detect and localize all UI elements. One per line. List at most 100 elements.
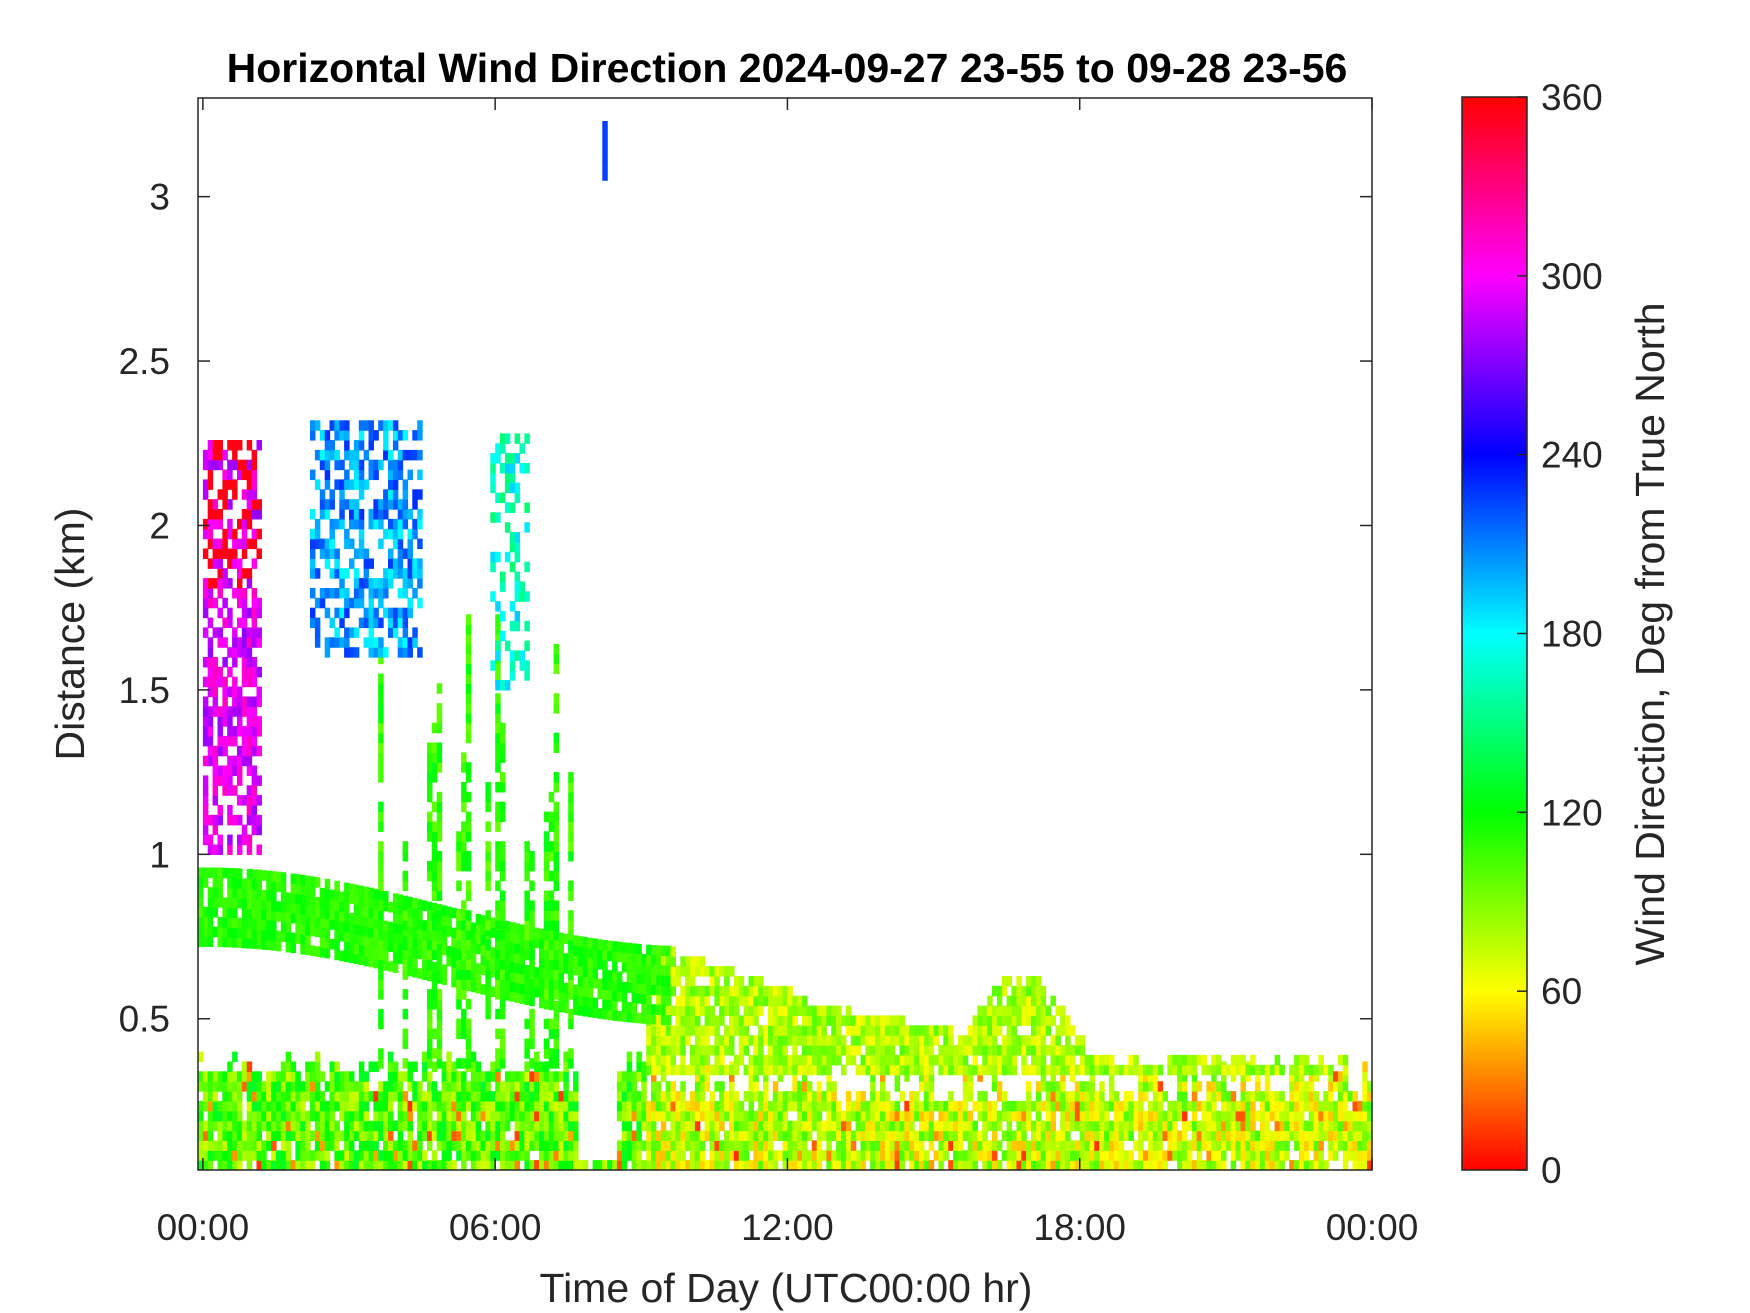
heatmap-cell bbox=[573, 1100, 579, 1112]
heatmap-cell bbox=[271, 1071, 277, 1082]
heatmap-cell bbox=[314, 1120, 321, 1132]
heatmap-cell bbox=[363, 1091, 370, 1102]
heatmap-cell bbox=[685, 1015, 691, 1026]
heatmap-cell bbox=[1269, 1130, 1276, 1141]
heatmap-cell bbox=[300, 1130, 306, 1141]
heatmap-cell bbox=[534, 1071, 540, 1082]
heatmap-cell bbox=[665, 965, 672, 976]
heatmap-cell bbox=[792, 1064, 798, 1076]
heatmap-cell bbox=[553, 939, 560, 951]
heatmap-cell bbox=[222, 479, 228, 490]
heatmap-cell bbox=[699, 1091, 706, 1102]
heatmap-cell bbox=[772, 1100, 779, 1112]
heatmap-cell bbox=[495, 634, 501, 645]
heatmap-cell bbox=[1313, 1160, 1319, 1171]
heatmap-cell bbox=[529, 1028, 535, 1040]
heatmap-cell bbox=[500, 772, 506, 783]
heatmap-cell bbox=[680, 1015, 686, 1026]
heatmap-cell bbox=[417, 597, 423, 609]
heatmap-cell bbox=[324, 647, 331, 658]
heatmap-cell bbox=[806, 1045, 813, 1056]
heatmap-cell bbox=[768, 1054, 774, 1066]
heatmap-cell bbox=[310, 469, 316, 481]
heatmap-cell bbox=[1099, 1081, 1105, 1092]
heatmap-cell bbox=[246, 459, 253, 471]
heatmap-cell bbox=[1303, 1130, 1310, 1141]
heatmap-cell bbox=[1182, 1100, 1188, 1112]
heatmap-cell bbox=[768, 1035, 774, 1046]
heatmap-cell bbox=[763, 1160, 769, 1171]
heatmap-cell bbox=[500, 999, 506, 1010]
heatmap-cell bbox=[1118, 1120, 1125, 1132]
heatmap-cell bbox=[729, 966, 735, 977]
heatmap-cell bbox=[500, 939, 506, 951]
heatmap-cell bbox=[436, 703, 443, 714]
heatmap-cell bbox=[1079, 1064, 1086, 1076]
heatmap-cell bbox=[553, 1140, 560, 1151]
heatmap-cell bbox=[519, 1100, 525, 1112]
heatmap-cell bbox=[222, 686, 228, 698]
heatmap-cell bbox=[378, 1048, 384, 1059]
heatmap-cell bbox=[261, 1110, 267, 1122]
heatmap-cell bbox=[461, 900, 467, 911]
heatmap-cell bbox=[845, 1150, 852, 1161]
heatmap-cell bbox=[563, 1081, 569, 1092]
heatmap-cell bbox=[446, 1120, 452, 1132]
heatmap-cell bbox=[548, 1150, 555, 1161]
heatmap-cell bbox=[388, 1150, 394, 1161]
heatmap-cell bbox=[212, 1140, 219, 1151]
heatmap-cell bbox=[539, 938, 545, 950]
heatmap-cell bbox=[324, 1150, 331, 1161]
heatmap-cell bbox=[256, 1100, 262, 1112]
heatmap-cell bbox=[636, 1130, 642, 1141]
heatmap-cell bbox=[500, 969, 506, 980]
heatmap-cell bbox=[310, 925, 316, 937]
heatmap-cell bbox=[816, 1100, 823, 1112]
heatmap-cell bbox=[670, 1091, 676, 1102]
heatmap-cell bbox=[534, 967, 540, 978]
heatmap-cell bbox=[524, 1100, 530, 1112]
heatmap-cell bbox=[207, 1120, 214, 1132]
heatmap-cell bbox=[417, 1110, 423, 1122]
heatmap-cell bbox=[923, 1160, 930, 1171]
heatmap-cell bbox=[811, 1064, 818, 1076]
heatmap-cell bbox=[543, 1150, 550, 1161]
heatmap-cell bbox=[719, 966, 725, 977]
heatmap-cell bbox=[953, 1160, 959, 1171]
heatmap-cell bbox=[607, 1009, 613, 1021]
heatmap-cell bbox=[524, 640, 530, 652]
heatmap-cell bbox=[1104, 1150, 1110, 1161]
heatmap-cell bbox=[227, 927, 233, 938]
heatmap-cell bbox=[592, 978, 599, 989]
heatmap-cell bbox=[1123, 1091, 1130, 1102]
heatmap-cell bbox=[431, 742, 438, 753]
heatmap-cell bbox=[373, 1140, 379, 1151]
heatmap-cell bbox=[1289, 1081, 1295, 1092]
heatmap-cell bbox=[850, 1025, 857, 1036]
heatmap-cell bbox=[363, 420, 370, 431]
heatmap-cell bbox=[295, 923, 301, 935]
heatmap-cell bbox=[407, 1061, 413, 1072]
heatmap-cell bbox=[500, 463, 506, 474]
heatmap-cell bbox=[904, 1120, 910, 1132]
heatmap-cell bbox=[1016, 976, 1022, 987]
heatmap-cell bbox=[1074, 1091, 1081, 1102]
heatmap-cell bbox=[383, 950, 389, 961]
heatmap-cell bbox=[1177, 1140, 1183, 1151]
heatmap-cell bbox=[884, 1140, 891, 1151]
heatmap-cell bbox=[787, 1025, 793, 1036]
heatmap-cell bbox=[339, 499, 345, 510]
heatmap-cell bbox=[670, 1035, 676, 1046]
heatmap-cell bbox=[198, 1100, 204, 1112]
heatmap-cell bbox=[256, 844, 262, 855]
heatmap-cell bbox=[246, 607, 253, 619]
heatmap-cell bbox=[251, 726, 258, 737]
heatmap-cell bbox=[831, 1100, 837, 1112]
heatmap-cell bbox=[977, 1140, 983, 1151]
heatmap-cell bbox=[1245, 1091, 1251, 1102]
heatmap-cell bbox=[495, 1150, 501, 1161]
heatmap-cell bbox=[724, 1005, 730, 1017]
heatmap-cell bbox=[1333, 1120, 1339, 1132]
heatmap-cell bbox=[651, 1045, 657, 1056]
heatmap-cell bbox=[246, 814, 253, 826]
